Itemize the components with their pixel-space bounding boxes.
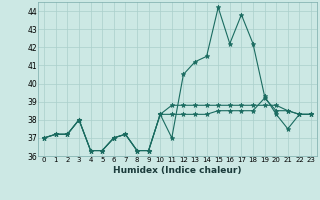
- X-axis label: Humidex (Indice chaleur): Humidex (Indice chaleur): [113, 166, 242, 175]
